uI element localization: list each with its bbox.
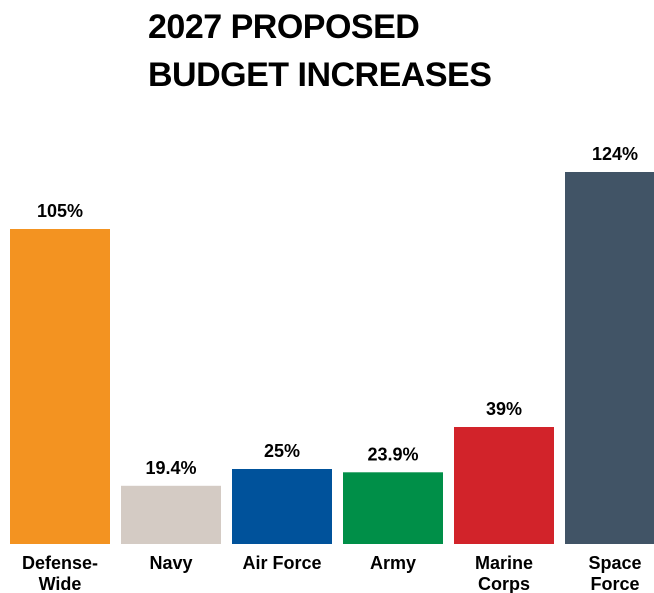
chart-title: 2027 PROPOSED BUDGET INCREASES	[148, 8, 492, 94]
bar-series	[10, 172, 654, 544]
category-label-2-line-0: Air Force	[242, 553, 321, 573]
category-label-5-line-1: Force	[590, 574, 639, 593]
bar-1	[121, 485, 221, 544]
category-label-0-line-1: Wide	[39, 574, 82, 593]
category-label-1-line-0: Navy	[149, 553, 192, 573]
category-label-0-line-0: Defense-	[22, 553, 98, 573]
value-label-4: 39%	[486, 399, 522, 419]
bar-4	[454, 427, 554, 544]
bar-0	[10, 229, 110, 544]
category-label-5-line-0: Space	[588, 553, 641, 573]
value-label-3: 23.9%	[367, 444, 418, 464]
category-label-4-line-0: Marine	[475, 553, 533, 573]
value-label-2: 25%	[264, 441, 300, 461]
value-label-5: 124%	[592, 144, 638, 164]
category-label-3-line-0: Army	[370, 553, 416, 573]
value-labels: 105% 19.4% 25% 23.9% 39% 124%	[37, 144, 638, 478]
value-label-0: 105%	[37, 201, 83, 221]
bar-2	[232, 469, 332, 544]
chart-title-line-2: BUDGET INCREASES	[148, 56, 491, 94]
chart-title-line-1: 2027 PROPOSED	[148, 8, 419, 46]
bar-3	[343, 472, 443, 544]
value-label-1: 19.4%	[145, 458, 196, 478]
category-labels: Defense-Wide Navy Air Force Army MarineCorps…	[22, 553, 642, 593]
bar-5	[565, 172, 654, 544]
category-label-4-line-1: Corps	[478, 574, 530, 593]
